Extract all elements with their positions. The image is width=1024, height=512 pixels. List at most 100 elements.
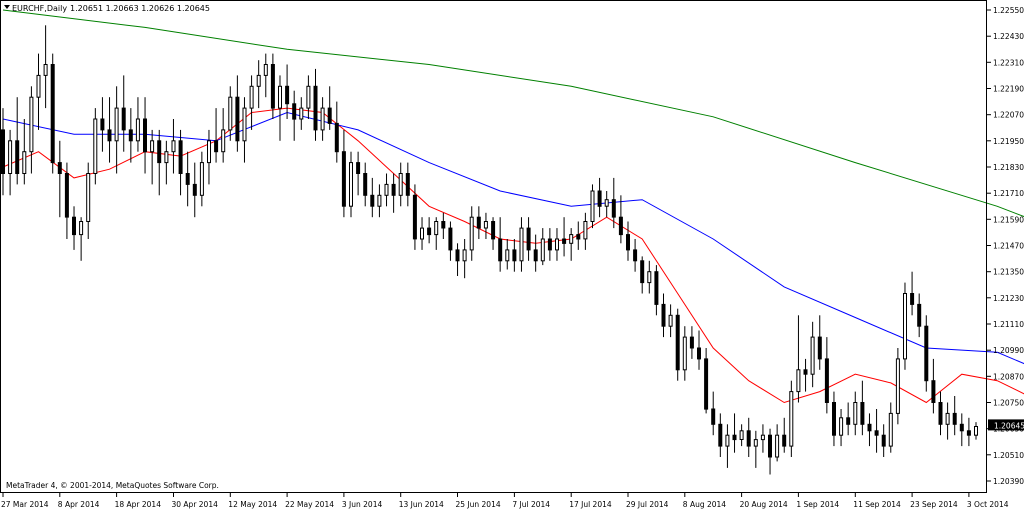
candle-body-bullish: [263, 64, 268, 76]
candle-body-bullish: [505, 249, 510, 262]
candle-body-bearish: [370, 194, 375, 207]
candle: [185, 151, 190, 207]
candle: [931, 358, 936, 414]
candle: [263, 53, 268, 98]
candle-body-bullish: [256, 74, 261, 87]
candle-body-bearish: [959, 423, 964, 432]
candle-body-bearish: [363, 173, 368, 196]
candle-body-bullish: [810, 336, 815, 375]
candle: [370, 177, 375, 218]
candle-body-bearish: [285, 85, 290, 105]
candle-body-bearish: [640, 260, 645, 284]
candle-body-bearish: [938, 402, 943, 425]
candle: [242, 97, 247, 163]
candle: [72, 206, 76, 250]
candle: [746, 417, 751, 457]
candle-body-bullish: [150, 140, 155, 153]
candle-body-bullish: [8, 140, 13, 175]
candle: [533, 234, 538, 272]
candle: [36, 53, 41, 130]
ohlc-values: 1.20651 1.20663 1.20626 1.20645: [70, 4, 210, 13]
y-tick-label: 1.20870: [993, 372, 1024, 381]
y-axis: 1.22550 1.22430 1.22310 1.22190 1.22070 1.219…: [987, 6, 1024, 486]
candle: [903, 282, 907, 370]
candle-body-bearish: [427, 227, 432, 236]
candle-body-bearish: [100, 118, 105, 131]
candle-body-bullish: [590, 190, 595, 222]
candle: [604, 191, 609, 218]
candle-body-bearish: [185, 173, 190, 185]
candle-body-bullish: [299, 107, 304, 120]
x-tick-label: 7 Jul 2014: [512, 500, 550, 509]
candle: [64, 162, 69, 239]
y-tick-label: 1.21470: [993, 242, 1024, 251]
candle: [888, 402, 893, 453]
x-tick-label: 23 Sep 2014: [910, 500, 958, 509]
candle: [256, 60, 261, 109]
candle-body-bearish: [476, 216, 481, 229]
current-price-tag: 1.20645: [988, 419, 1024, 431]
candle-body-bullish: [888, 412, 893, 447]
candle: [974, 422, 978, 440]
candle-body-bullish: [242, 107, 247, 142]
candle-body-bearish: [448, 227, 453, 251]
candle-body-bullish: [377, 194, 382, 207]
candle-body-bearish: [611, 199, 616, 218]
candle-body-bearish: [441, 221, 446, 229]
candle-body-bullish: [540, 238, 545, 262]
candle: [633, 239, 638, 272]
chart-menu-triangle-icon[interactable]: [4, 5, 10, 9]
candle: [50, 53, 55, 174]
candle-body-bearish: [72, 216, 76, 236]
candle-body-bearish: [732, 434, 737, 441]
candle: [853, 391, 858, 436]
candle: [455, 243, 460, 276]
candle: [441, 212, 446, 239]
candle-body-bearish: [576, 234, 581, 240]
candle: [483, 212, 488, 239]
candle: [718, 413, 723, 457]
candle: [192, 162, 197, 218]
y-tick-label: 1.22430: [993, 32, 1024, 41]
candle: [569, 228, 574, 261]
candle: [171, 119, 176, 174]
candle-body-bearish: [334, 122, 339, 153]
candle-body-bearish: [860, 402, 865, 425]
candle-body-bullish: [249, 85, 254, 109]
candle: [448, 221, 453, 261]
candle-body-bearish: [633, 249, 638, 262]
candle: [143, 97, 147, 174]
candle: [647, 260, 652, 294]
candle: [881, 424, 886, 457]
candle-body-bearish: [405, 173, 410, 196]
candle: [839, 409, 844, 447]
plot-frame: [0, 0, 987, 493]
candle-body-bearish: [846, 417, 851, 425]
y-tick-label: 1.22550: [993, 6, 1024, 15]
candle-body-bearish: [64, 173, 69, 218]
candle-body-bullish: [583, 221, 588, 240]
candle: [626, 221, 630, 261]
candles: [1, 25, 978, 475]
candle-body-bearish: [192, 183, 197, 196]
y-tick-label: 1.22070: [993, 111, 1024, 120]
x-tick-label: 3 Oct 2014: [967, 500, 1009, 509]
candle: [1, 108, 5, 196]
candle: [79, 217, 84, 261]
candle-body-bullish: [434, 221, 439, 236]
y-tick-label: 1.21590: [993, 215, 1024, 224]
candle: [434, 217, 439, 250]
y-tick-label: 1.21350: [993, 268, 1024, 277]
candle: [782, 417, 787, 453]
candle-body-bullish: [725, 434, 730, 447]
candle: [832, 391, 836, 447]
candle: [8, 129, 13, 196]
candle: [611, 177, 616, 229]
candle-body-bearish: [704, 358, 709, 410]
candle-body-bullish: [519, 227, 524, 262]
y-tick-label: 1.22310: [993, 58, 1024, 67]
candle: [299, 97, 304, 130]
candle-body-bearish: [924, 325, 929, 382]
candle: [739, 424, 744, 447]
